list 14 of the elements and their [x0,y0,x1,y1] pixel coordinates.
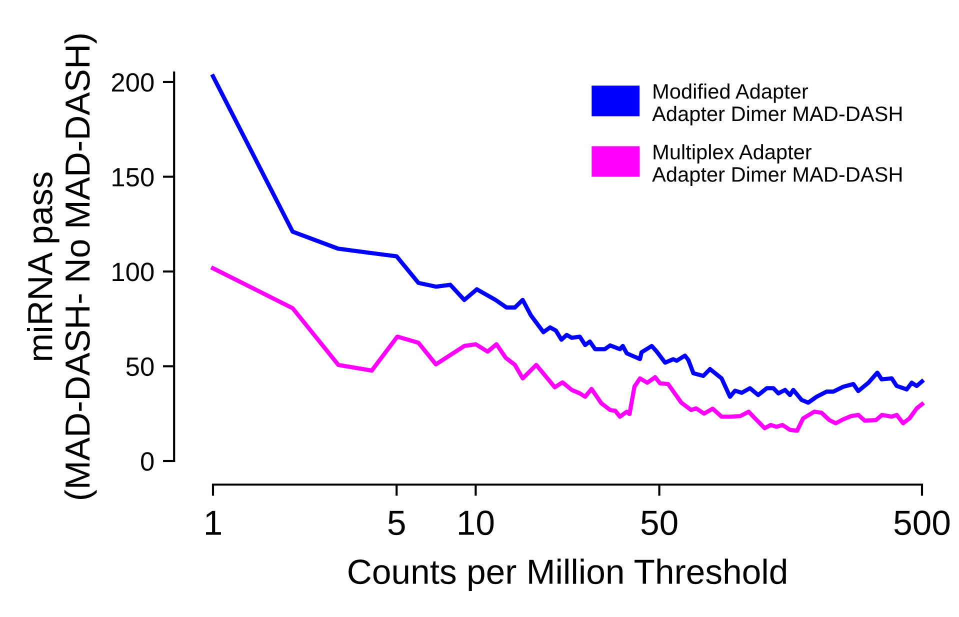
y-tick-label: 100 [112,262,154,282]
x-tick-label: 500 [894,510,950,536]
y-axis-title: miRNA pass (MAD-DASH- No MAD-DASH) [26,34,97,499]
legend-label: Modified Adapter Adapter Dimer MAD-DASH [652,83,902,126]
x-tick-label: 10 [459,510,494,536]
y-tick-label: 150 [112,168,154,187]
x-tick-label: 1 [206,510,221,535]
x-tick-label: 50 [641,510,678,536]
y-tick-label: 200 [112,73,154,92]
legend-label: Multiplex Adapter Adapter Dimer MAD-DASH [652,144,902,186]
x-tick-label: 5 [388,510,405,536]
y-tick-label: 0 [141,452,154,471]
y-tick-label: 50 [126,357,154,376]
x-axis-title: Counts per Million Threshold [348,558,786,592]
